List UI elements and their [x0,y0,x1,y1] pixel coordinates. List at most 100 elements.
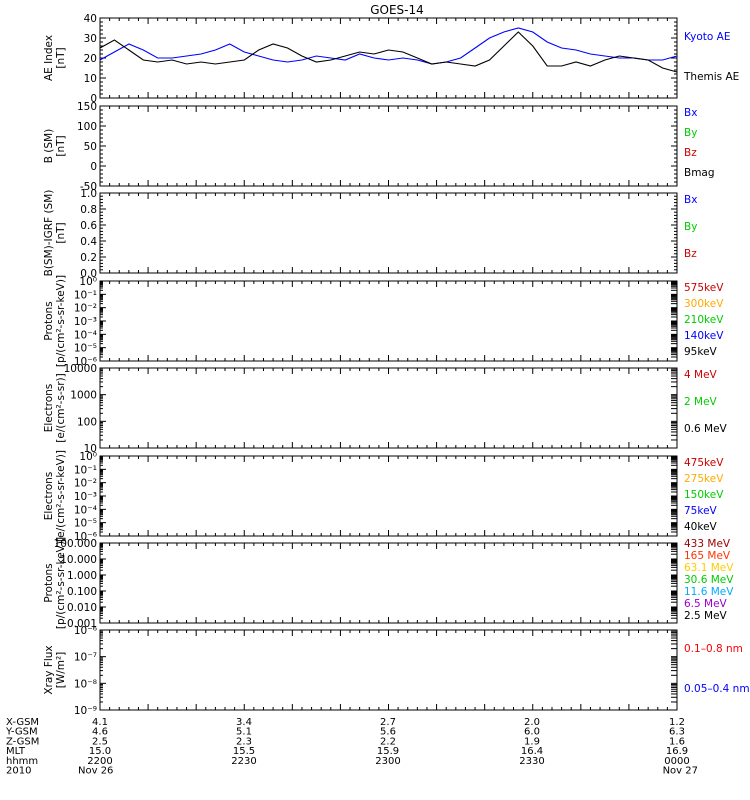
legend-entry: 95keV [684,346,718,358]
ephemeris-value: Nov 27 [663,766,698,777]
panel-8: 10⁻⁹ 10⁻⁸ 10⁻⁷ 10⁻⁶ Xray Flux [W/m²] 0.1–0.8 n… [43,625,750,717]
y-tick-label: 0.010 [67,602,97,614]
y-tick-label: 10⁻³ [74,316,97,328]
y-tick-label: 10⁻⁸ [74,678,97,690]
panel-2: -50 0 50 100 150 B (SM) [nT] Bx By Bz Bmag [43,101,715,193]
y-tick-label: 10⁻⁵ [74,343,97,355]
series-line [99,31,678,73]
y-tick-label: 0.0 [80,268,97,280]
ephemeris-value: 2.0 [524,717,540,728]
ephemeris-value: 0000 [664,756,689,767]
legend-entry: 165 MeV [684,550,731,562]
legend-entry: 63.1 MeV [684,562,734,574]
y-axis-label: B (SM) [43,129,55,163]
y-tick-label: 10000 [64,363,97,375]
panel-frame [99,192,678,274]
panel-frame [99,280,678,362]
legend-entry: By [684,221,697,233]
y-axis-label: [nT] [55,47,67,68]
legend-entry: Kyoto AE [684,31,730,43]
y-tick-label: 10.000 [60,554,97,566]
y-axis-label: AE Index [43,35,55,81]
legend-entry: 575keV [684,282,724,294]
ephemeris-value: 4.1 [92,717,108,728]
y-axis-label: [e/(cm²-s-sr-keV)] [55,450,67,542]
y-tick-label: 10⁻³ [74,491,97,503]
ephemeris-value: 2330 [519,756,544,767]
legend-entry: 0.6 MeV [684,423,728,435]
y-tick-label: 10⁻⁵ [74,518,97,530]
legend-entry: 475keV [684,457,724,469]
figure-title: GOES-14 [370,3,424,17]
y-tick-label: 0.2 [80,252,97,264]
legend-entry: Bmag [684,167,715,179]
legend-entry: 2.5 MeV [684,610,728,622]
y-tick-label: 1000 [70,390,97,402]
y-axis-label: [p/(cm²-s-sr-keV)] [55,537,67,629]
y-tick-label: 10⁰ [79,276,97,288]
y-tick-label: 10⁻² [74,303,97,315]
legend-entry: 433 MeV [684,538,731,550]
y-tick-label: 0 [90,161,97,173]
panel-frame [99,542,678,624]
ephemeris-row-label: 2010 [6,766,31,777]
ephemeris-row-label: Z-GSM [6,736,39,747]
ephemeris-value: 2.3 [236,736,252,747]
legend-entry: 140keV [684,330,724,342]
y-axis-label: [W/m²] [55,652,67,689]
ephemeris-row-label: Y-GSM [5,727,38,738]
y-tick-label: 50 [84,141,97,153]
y-tick-label: 0.8 [80,204,97,216]
y-tick-label: 30 [84,33,97,45]
ephemeris-value: 6.0 [524,727,540,738]
ephemeris-value: 2230 [231,756,256,767]
y-axis-label: [nT] [55,135,67,156]
y-axis-label: Electrons [43,472,55,521]
panel-frame [99,105,678,187]
panel-frame [99,455,678,537]
ephemeris-value: 16.9 [666,746,688,757]
y-tick-label: 10⁻⁶ [74,356,97,368]
series-line [99,27,678,65]
y-axis-label: [e/(cm²-s-sr)] [55,373,67,442]
y-tick-label: 1.0 [80,188,97,200]
y-tick-label: 20 [84,53,97,65]
legend-entry: 0.05–0.4 nm [684,683,750,695]
y-tick-label: 10 [84,73,97,85]
ephemeris-value: 1.6 [669,736,685,747]
legend-entry: Bz [684,147,697,159]
legend-entry: Bz [684,248,697,260]
y-axis-label: Electrons [43,384,55,433]
ephemeris-value: 16.4 [521,746,543,757]
legend-entry: 300keV [684,298,724,310]
y-axis-label: B(SM)-IGRF (SM) [43,190,55,277]
ephemeris-value: 5.1 [236,727,252,738]
ephemeris-value: 2.5 [92,736,108,747]
y-tick-label: 150 [77,101,97,113]
ephemeris-value: 2.7 [380,717,396,728]
panel-1: 0 10 20 30 40 AE Index [nT] Kyoto AE Themis AE [43,13,739,105]
y-tick-label: 10⁰ [79,451,97,463]
legend-entry: 75keV [684,505,718,517]
y-tick-label: 0.001 [67,618,97,630]
ephemeris-table: X-GSM 4.1 3.4 2.7 2.0 1.2 Y-GSM 4.6 5.1 5.6 6.0 6.3… [5,717,698,777]
y-tick-label: 10 [84,443,97,455]
y-tick-label: 100 [77,416,97,428]
y-tick-label: 10⁻² [74,478,97,490]
ephemeris-value: 1.9 [524,736,540,747]
ephemeris-value: 2300 [375,756,400,767]
legend-entry: 30.6 MeV [684,574,734,586]
legend-entry: 150keV [684,489,724,501]
y-tick-label: 100 [77,121,97,133]
ephemeris-value: 15.9 [377,746,399,757]
legend-entry: 2 MeV [684,396,718,408]
y-tick-label: 0.6 [80,220,97,232]
ephemeris-row-label: X-GSM [6,717,39,728]
y-tick-label: 0.4 [80,236,97,248]
y-tick-label: 10⁻¹ [74,289,97,301]
y-axis-label: [nT] [55,222,67,243]
